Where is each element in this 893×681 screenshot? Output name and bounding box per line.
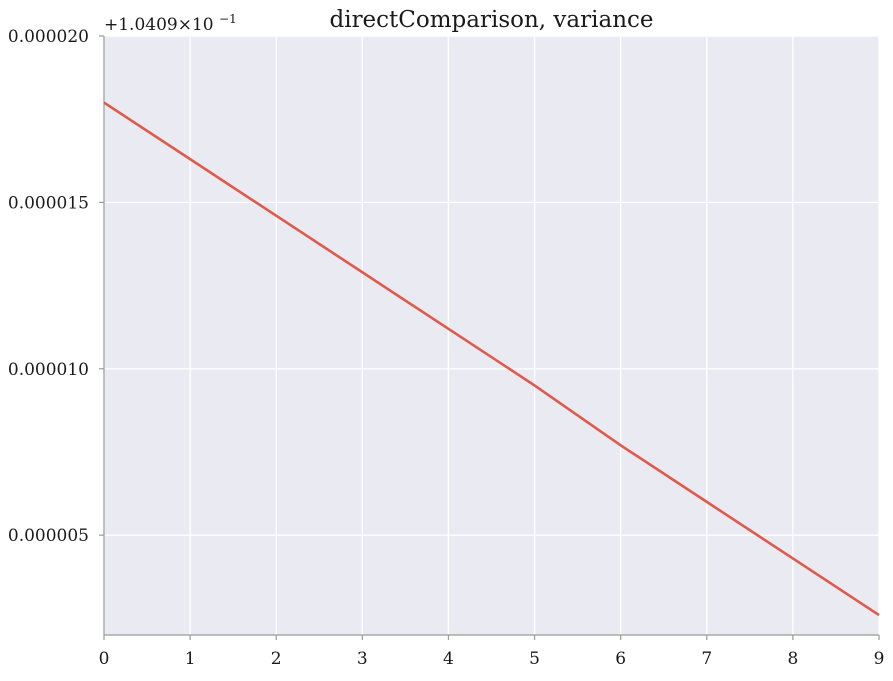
x-tick-label: 0 bbox=[99, 649, 110, 669]
x-tick-label: 3 bbox=[357, 649, 368, 669]
axes bbox=[99, 35, 880, 640]
series-group bbox=[103, 101, 880, 617]
y-tick-labels: 0.000005 0.000010 0.000015 0.000020 bbox=[8, 27, 89, 546]
chart-title: directComparison, variance bbox=[329, 7, 653, 33]
plot-background bbox=[104, 36, 879, 635]
x-tick-label: 4 bbox=[443, 649, 454, 669]
y-tick-label: 0.000005 bbox=[8, 526, 89, 546]
gridlines bbox=[103, 35, 880, 635]
y-tick-label: 0.000020 bbox=[8, 27, 89, 47]
y-offset-base: +1.0409×10 bbox=[104, 15, 214, 35]
series-line bbox=[103, 101, 880, 617]
y-tick-label: 0.000015 bbox=[8, 193, 89, 213]
y-tick-label: 0.000010 bbox=[8, 360, 89, 380]
x-tick-label: 8 bbox=[787, 649, 798, 669]
x-tick-labels: 0 1 2 3 4 5 6 7 8 9 bbox=[99, 649, 885, 669]
x-tick-label: 7 bbox=[701, 649, 712, 669]
y-offset-exponent: −1 bbox=[219, 12, 237, 26]
x-tick-label: 9 bbox=[874, 649, 885, 669]
y-offset-label: +1.0409×10 −1 bbox=[104, 12, 237, 35]
x-tick-label: 1 bbox=[185, 649, 196, 669]
x-tick-label: 5 bbox=[529, 649, 540, 669]
x-tick-label: 6 bbox=[615, 649, 626, 669]
x-tick-label: 2 bbox=[271, 649, 282, 669]
